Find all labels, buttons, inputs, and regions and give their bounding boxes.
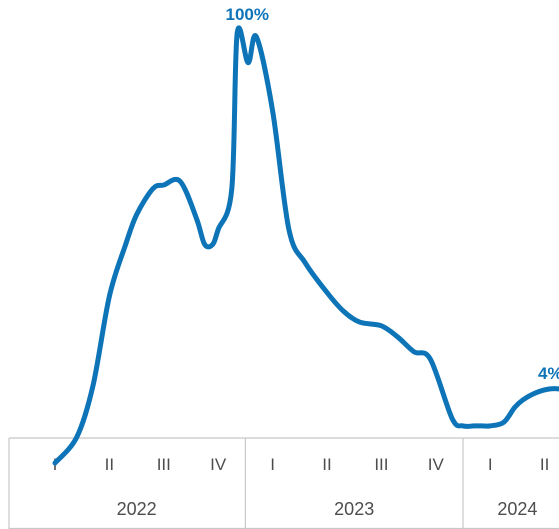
- x-tick-label: II: [322, 455, 331, 474]
- x-tick-label: II: [105, 455, 114, 474]
- x-tick-label: IV: [210, 455, 227, 474]
- year-label: 2024: [497, 499, 537, 519]
- data-label-last: 4%: [538, 364, 559, 383]
- x-tick-label: II: [540, 455, 549, 474]
- x-tick-label: III: [157, 455, 171, 474]
- series-line: [52, 25, 559, 466]
- x-tick-label: III: [374, 455, 388, 474]
- series-line-layer: [52, 25, 559, 466]
- data-label-layer: 100% 4%: [225, 5, 559, 383]
- year-label: 2022: [117, 499, 157, 519]
- data-label-peak: 100%: [225, 5, 268, 24]
- year-label: 2023: [334, 499, 374, 519]
- x-tick-label: IV: [428, 455, 445, 474]
- x-tick-label: I: [488, 455, 493, 474]
- x-tick-label: I: [270, 455, 275, 474]
